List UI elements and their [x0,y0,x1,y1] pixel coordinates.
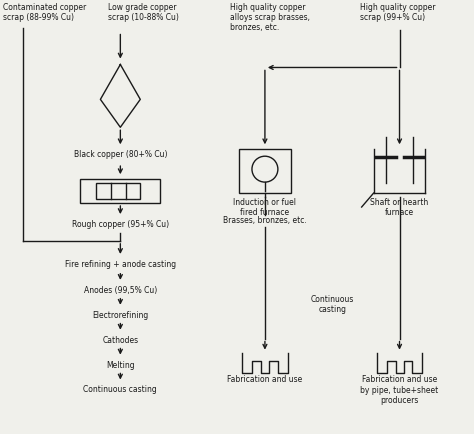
Text: Induction or fuel
fired furnace: Induction or fuel fired furnace [233,197,296,217]
Text: Cathodes: Cathodes [102,335,138,344]
Text: Rough copper (95+% Cu): Rough copper (95+% Cu) [72,220,169,228]
Text: Shaft or hearth
furnace: Shaft or hearth furnace [370,197,428,217]
Text: Continuous casting: Continuous casting [83,385,157,394]
Text: High quality copper
alloys scrap brasses,
bronzes, etc.: High quality copper alloys scrap brasses… [230,3,310,33]
Text: Black copper (80+% Cu): Black copper (80+% Cu) [73,150,167,159]
Text: Fabrication and use
by pipe, tube+sheet
producers: Fabrication and use by pipe, tube+sheet … [360,375,438,404]
Bar [96,184,140,200]
Text: Low grade copper
scrap (10-88% Cu): Low grade copper scrap (10-88% Cu) [109,3,179,22]
Bar [81,180,160,204]
Text: Electrorefining: Electrorefining [92,310,148,319]
Text: Contaminated copper
scrap (88-99% Cu): Contaminated copper scrap (88-99% Cu) [3,3,86,22]
Text: Anodes (99,5% Cu): Anodes (99,5% Cu) [84,285,157,294]
Text: Brasses, bronzes, etc.: Brasses, bronzes, etc. [223,216,307,224]
Text: Melting: Melting [106,360,135,369]
Text: Fabrication and use: Fabrication and use [228,375,302,384]
Bar [239,150,291,194]
Text: Fire refining + anode casting: Fire refining + anode casting [65,259,176,268]
Text: High quality copper
scrap (99+% Cu): High quality copper scrap (99+% Cu) [360,3,435,22]
Text: Continuous
casting: Continuous casting [310,294,354,313]
